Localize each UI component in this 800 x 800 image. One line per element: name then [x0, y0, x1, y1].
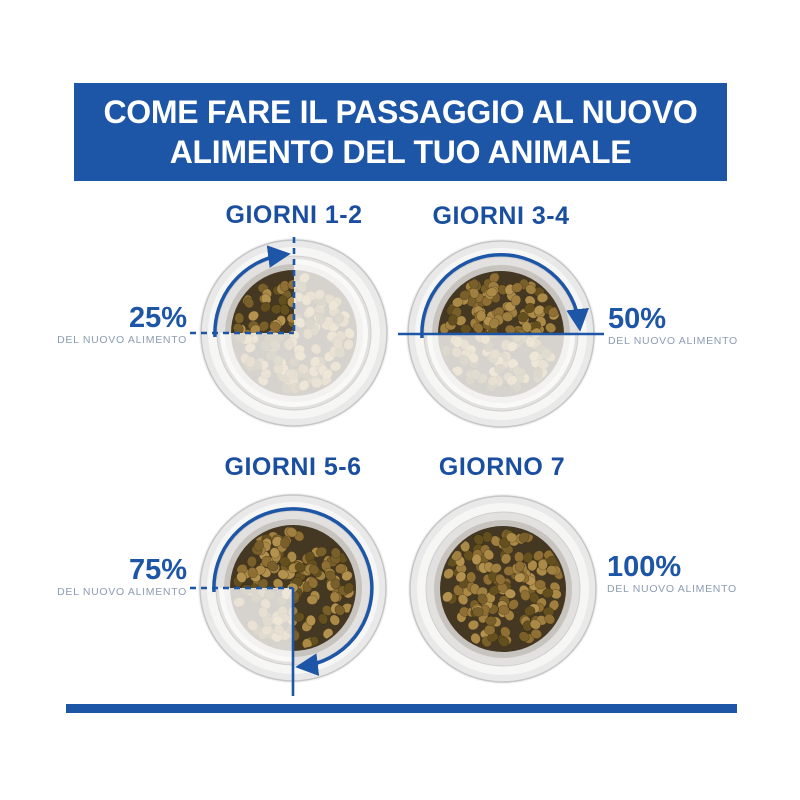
percent-block-100: 100% DEL NUOVO ALIMENTO: [607, 551, 737, 596]
bowl-50-percent-illustration: [389, 222, 613, 446]
percent-value: 50%: [608, 303, 667, 335]
title-banner: COME FARE IL PASSAGGIO AL NUOVO ALIMENTO…: [74, 83, 727, 181]
dog-bowl-icon: [190, 493, 388, 696]
dog-bowl-icon: [408, 494, 598, 684]
bowl-100-percent-illustration: [391, 477, 615, 701]
title-line-2: ALIMENTO DEL TUO ANIMALE: [169, 134, 632, 170]
dog-bowl-icon: [398, 239, 604, 429]
percent-caption: DEL NUOVO ALIMENTO: [608, 335, 738, 347]
percent-caption: DEL NUOVO ALIMENTO: [57, 586, 187, 598]
percent-block-25: 25% DEL NUOVO ALIMENTO: [57, 302, 187, 347]
percent-caption: DEL NUOVO ALIMENTO: [607, 583, 737, 595]
percent-block-50: 50% DEL NUOVO ALIMENTO: [608, 303, 738, 348]
bowl-25-percent-illustration: [182, 221, 406, 445]
title-line-1: COME FARE IL PASSAGGIO AL NUOVO: [103, 94, 698, 130]
day-label-giorni-1-2: GIORNI 1-2: [225, 201, 363, 229]
percent-value: 75%: [128, 554, 187, 586]
day-label-giorno-7: GIORNO 7: [438, 453, 566, 481]
percent-block-75: 75% DEL NUOVO ALIMENTO: [57, 554, 187, 599]
percent-value: 25%: [128, 302, 187, 334]
day-label-giorni-5-6: GIORNI 5-6: [224, 453, 362, 481]
percent-value: 100%: [607, 551, 682, 583]
bottom-divider-bar: [66, 704, 737, 713]
dog-bowl-icon: [190, 237, 389, 428]
day-label-giorni-3-4: GIORNI 3-4: [432, 202, 570, 230]
bowl-75-percent-illustration: [181, 476, 405, 700]
percent-caption: DEL NUOVO ALIMENTO: [57, 334, 187, 346]
